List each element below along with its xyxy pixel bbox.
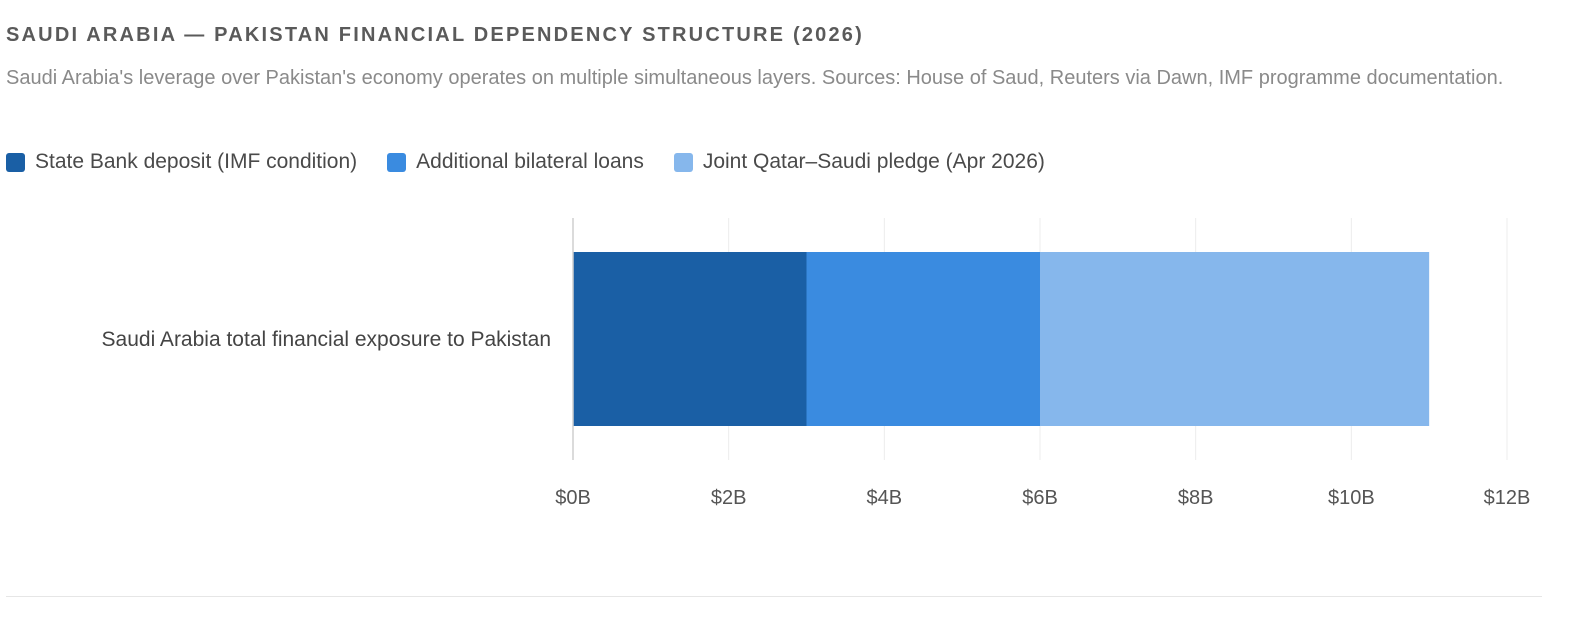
x-tick-label: $8B — [1178, 487, 1214, 509]
x-tick-label: $2B — [711, 487, 747, 509]
chart-title: SAUDI ARABIA — PAKISTAN FINANCIAL DEPEND… — [6, 24, 864, 46]
chart-subtitle: Saudi Arabia's leverage over Pakistan's … — [6, 67, 1504, 89]
x-tick-label: $10B — [1328, 487, 1375, 509]
legend-label-qatar-saudi-pledge: Joint Qatar–Saudi pledge (Apr 2026) — [702, 150, 1045, 173]
legend-swatch-bilateral-loans — [387, 152, 407, 172]
legend-label-state-bank-deposit: State Bank deposit (IMF condition) — [35, 150, 358, 173]
legend-item-state-bank-deposit[interactable]: State Bank deposit (IMF condition) — [6, 150, 357, 174]
label-layer: $0B $2B $4B $6B $8B $10B $12B Saudi Arabia tota… — [102, 328, 1531, 509]
category-label: Saudi Arabia total financial exposure to… — [102, 328, 551, 351]
chart-legend: State Bank deposit (IMF condition) Addit… — [6, 150, 1075, 174]
bottom-divider — [6, 596, 1542, 597]
x-tick-label: $6B — [1022, 487, 1058, 509]
x-tick-label: $12B — [1484, 487, 1531, 509]
legend-item-qatar-saudi-pledge[interactable]: Joint Qatar–Saudi pledge (Apr 2026) — [673, 150, 1045, 174]
x-tick-label: $4B — [867, 487, 903, 509]
bar-segment-3[interactable] — [1040, 252, 1430, 426]
x-tick-label: $0B — [555, 487, 591, 509]
legend-swatch-state-bank-deposit — [6, 152, 25, 172]
legend-swatch-qatar-saudi-pledge — [673, 152, 693, 172]
bar-layer — [573, 252, 1430, 426]
bar-segment-2[interactable] — [806, 252, 1041, 426]
legend-item-bilateral-loans[interactable]: Additional bilateral loans — [387, 150, 644, 174]
bar-segment-1[interactable] — [573, 252, 807, 426]
legend-label-bilateral-loans: Additional bilateral loans — [416, 150, 644, 173]
